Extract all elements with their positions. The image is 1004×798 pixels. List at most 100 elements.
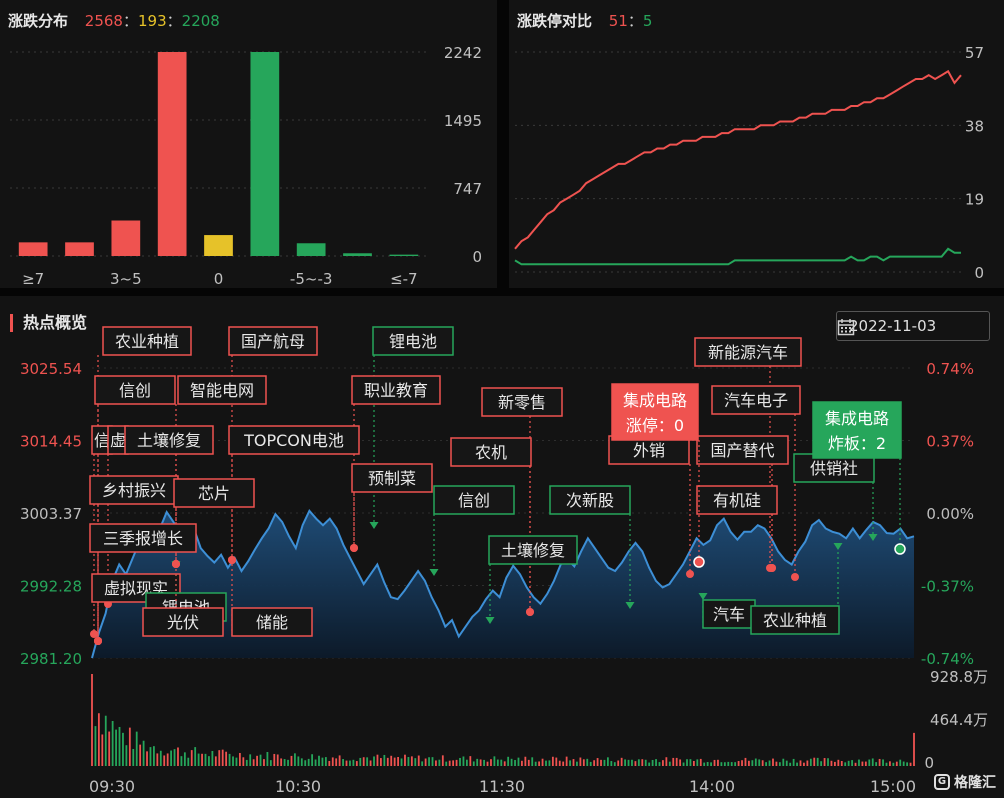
- tag-label: 信: [94, 431, 110, 450]
- volume-bar: [885, 762, 888, 766]
- sector-tag: 职业教育: [351, 375, 441, 405]
- volume-bar: [455, 759, 458, 766]
- volume-bar: [558, 760, 561, 766]
- volume-bar: [510, 758, 513, 766]
- volume-bar: [521, 760, 523, 766]
- tag-marker: [768, 564, 776, 572]
- volume-bar: [675, 757, 678, 766]
- index-line: [91, 508, 915, 659]
- volume-bar: [166, 753, 169, 766]
- volume-bar: [686, 759, 688, 766]
- volume-bar: [651, 759, 654, 766]
- volume-bar: [386, 757, 389, 766]
- separator: ：: [166, 12, 182, 30]
- volume-bar: [895, 761, 898, 766]
- volume-bar: [355, 761, 358, 766]
- volume-bar: [376, 754, 379, 766]
- sector-tag: 新能源汽车: [694, 337, 802, 367]
- bar: [18, 242, 48, 256]
- sector-tag: 国产航母: [228, 326, 318, 356]
- volume-bar: [723, 762, 726, 766]
- volume-bar: [706, 761, 709, 766]
- volume-bar: [431, 757, 434, 766]
- date-picker-button[interactable]: 2022-11-03: [836, 311, 990, 341]
- volume-bar: [300, 758, 303, 766]
- bar: [111, 220, 141, 256]
- volume-bar: [232, 756, 234, 766]
- volume-bar: [527, 759, 530, 766]
- volume-bar: [493, 756, 496, 766]
- tag-label: 集成电路: [623, 391, 687, 410]
- tag-label: 土壤修复: [137, 431, 201, 450]
- tag-label: 农机: [475, 443, 507, 462]
- tag-marker: [228, 556, 236, 564]
- bar: [65, 242, 94, 256]
- volume-bar: [311, 754, 314, 766]
- volume-bar: [111, 721, 114, 766]
- volume-bar: [689, 759, 692, 766]
- volume-bar: [730, 762, 733, 766]
- volume-bar: [517, 757, 520, 766]
- volume-bar: [328, 760, 331, 766]
- volume-bar: [417, 755, 420, 766]
- tag-marker: [369, 522, 379, 529]
- volume-bar: [238, 752, 241, 766]
- watermark-logo: G 格隆汇: [934, 772, 996, 792]
- volume-bar: [768, 760, 771, 766]
- tag-label: 虚: [110, 431, 126, 450]
- y-right-tick-label: -0.37%: [921, 578, 974, 596]
- tag-box: [694, 337, 802, 367]
- volume-bar: [514, 760, 516, 766]
- up-count: 2568: [84, 12, 123, 30]
- volume-bar: [858, 759, 860, 766]
- distribution-panel: 涨跌分布 2568：193：2208 2242 1495 747 0 ≥7 3~5 0 -5~…: [0, 0, 497, 288]
- volume-bar: [569, 760, 571, 766]
- tag-label: 新零售: [498, 393, 546, 412]
- volume-bar: [342, 759, 344, 766]
- bar: [157, 52, 187, 256]
- tag-marker: [625, 602, 635, 609]
- x-tick-label: ≤-7: [390, 270, 418, 288]
- sector-tag: 汽车电子: [711, 385, 801, 415]
- volume-bar: [273, 753, 276, 766]
- y-tick-label: 57: [965, 44, 984, 62]
- volume-bar: [245, 759, 248, 766]
- volume-bar: [803, 762, 805, 766]
- bar: [250, 52, 280, 256]
- bar: [296, 243, 326, 256]
- volume-bar: [620, 757, 623, 766]
- volume-bar: [428, 757, 430, 766]
- tag-box: [372, 326, 454, 356]
- volume-bar: [266, 751, 269, 766]
- gelonghui-logo-icon: G: [934, 774, 950, 790]
- volume-bar: [404, 754, 406, 766]
- separator: ：: [122, 12, 138, 30]
- volume-bar: [142, 740, 145, 766]
- tag-label: 供销社: [810, 459, 858, 478]
- limit-compare-title: 涨跌停对比: [517, 12, 593, 30]
- sector-tag: 乡村振兴: [89, 475, 179, 505]
- volume-bar: [259, 754, 262, 766]
- tag-label: 光伏: [167, 613, 199, 632]
- tag-marker: [172, 560, 180, 568]
- volume-bar: [349, 760, 351, 766]
- volume-bar: [507, 756, 510, 766]
- volume-bar: [524, 756, 527, 766]
- volume-bar: [772, 758, 774, 766]
- volume-bar: [294, 753, 296, 766]
- volume-bar: [830, 760, 833, 766]
- tag-box: [433, 485, 515, 515]
- volume-bar: [180, 756, 183, 766]
- volume-bar: [94, 726, 97, 766]
- tag-label: 乡村振兴: [102, 481, 166, 500]
- volume-bar: [221, 749, 224, 766]
- volume-bar: [486, 761, 489, 766]
- volume-bar: [720, 762, 723, 766]
- distribution-title: 涨跌分布: [8, 12, 69, 30]
- volume-bar: [452, 760, 455, 766]
- limit-compare-header: 涨跌停对比 51：5: [517, 10, 652, 31]
- down-count: 2208: [181, 12, 220, 30]
- sector-tag: 信创: [94, 375, 176, 405]
- volume-bar: [627, 759, 630, 766]
- tag-label: 土壤修复: [501, 541, 565, 560]
